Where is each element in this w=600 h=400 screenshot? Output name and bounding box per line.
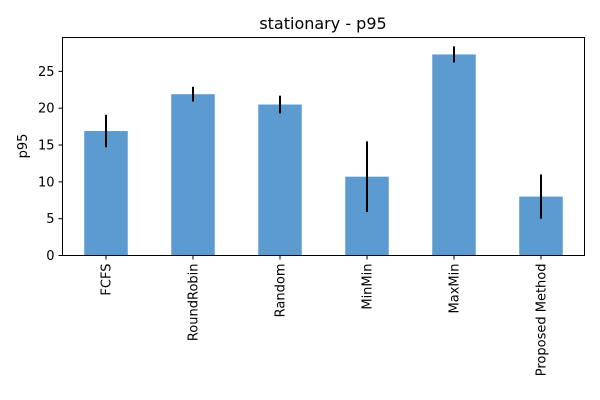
- y-tick-label: 0: [46, 249, 54, 264]
- bar: [171, 94, 215, 256]
- chart-title: stationary - p95: [259, 14, 386, 33]
- x-tick-label: MaxMin: [448, 264, 463, 314]
- y-tick-label: 15: [38, 139, 55, 154]
- x-tick-label: MinMin: [361, 264, 376, 310]
- y-axis-label: p95: [16, 134, 31, 159]
- bar: [258, 104, 302, 256]
- x-tick-label: Proposed Method: [535, 264, 550, 377]
- bar: [432, 54, 476, 256]
- x-tick-label: FCFS: [100, 264, 115, 296]
- plot-area: 0 5 10 15 20 25 FCFS RoundRobin Random MinMin MaxM…: [38, 46, 563, 376]
- x-tick-label: RoundRobin: [187, 264, 202, 342]
- y-tick-label: 25: [38, 65, 55, 80]
- y-tick-label: 10: [38, 175, 55, 190]
- x-tick-label: Random: [274, 264, 289, 318]
- y-tick-label: 20: [38, 102, 55, 117]
- plot-frame: [62, 37, 585, 256]
- y-tick-label: 5: [46, 212, 54, 227]
- bar: [84, 131, 128, 256]
